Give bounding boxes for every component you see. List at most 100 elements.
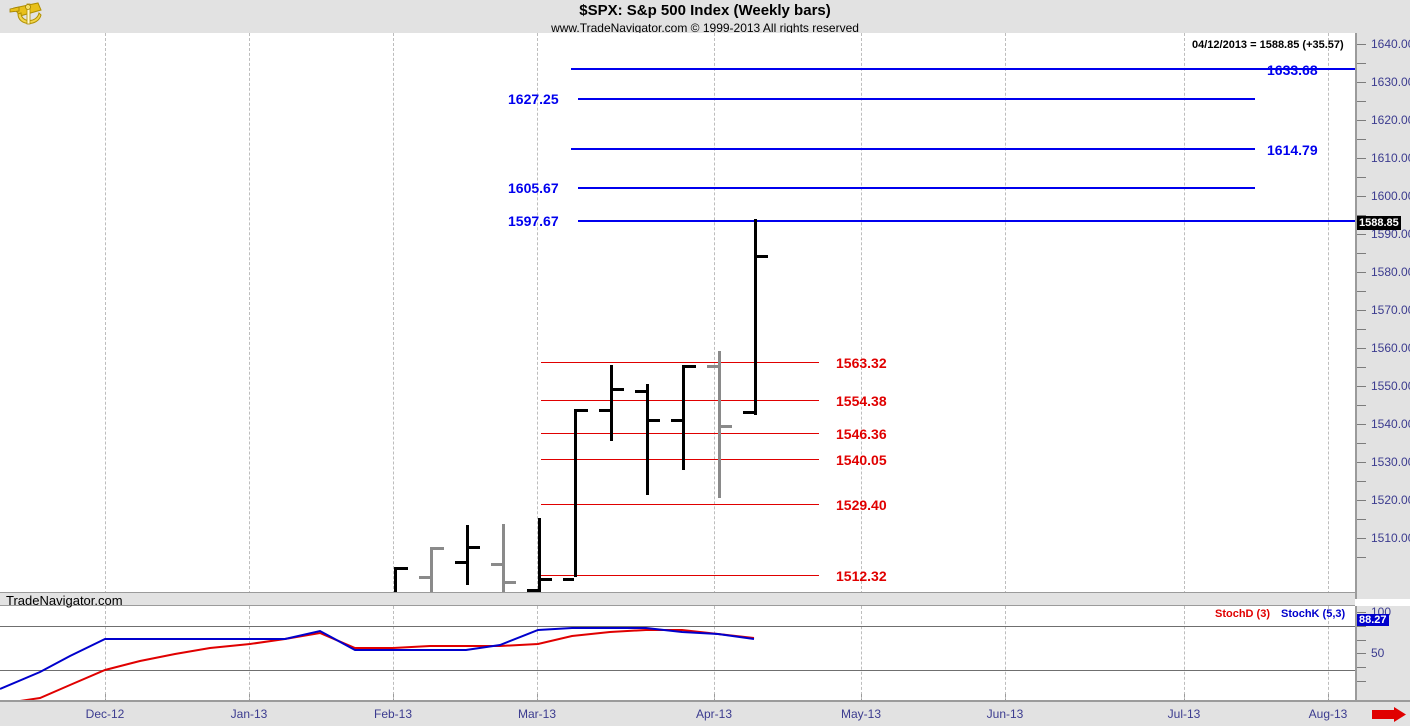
ohlc-open-tick — [707, 365, 718, 368]
gridline-may-13 — [861, 33, 862, 599]
ohlc-bar[interactable] — [430, 547, 433, 599]
ohlc-open-tick — [419, 576, 430, 579]
ind-upper-band — [0, 626, 1355, 627]
chart-header: $SPX: S&p 500 Index (Weekly bars) www.Tr… — [0, 0, 1410, 35]
resistance-line-1633[interactable] — [571, 68, 1355, 70]
page-title: $SPX: S&p 500 Index (Weekly bars) — [579, 2, 831, 19]
ohlc-open-tick — [455, 561, 466, 564]
ohlc-bar[interactable] — [502, 524, 505, 599]
ohlc-bar[interactable] — [718, 351, 721, 498]
support-label-1563: 1563.32 — [836, 355, 887, 371]
ind-gridline-jan-13 — [249, 606, 250, 700]
time-label-jan-13: Jan-13 — [230, 707, 268, 721]
ohlc-open-tick — [563, 578, 574, 581]
stochastic-panel[interactable] — [0, 606, 1355, 700]
watermark-label: TradeNavigator.com — [6, 593, 123, 608]
gridline-aug-13 — [1328, 33, 1329, 599]
ohlc-close-tick — [613, 388, 624, 391]
ind-gridline-jun-13 — [1005, 606, 1006, 700]
resistance-line-1627[interactable] — [578, 98, 1255, 100]
gridline-jun-13 — [1005, 33, 1006, 599]
price-axis-label: 1520.00 — [1371, 493, 1410, 507]
ohlc-bar[interactable] — [538, 518, 541, 599]
right-arrow-icon[interactable] — [1372, 707, 1406, 722]
support-line-1512[interactable] — [541, 575, 819, 576]
gridline-jul-13 — [1184, 33, 1185, 599]
ind-gridline-feb-13 — [393, 606, 394, 700]
time-label-may-13: May-13 — [840, 707, 882, 721]
time-label-apr-13: Apr-13 — [695, 707, 733, 721]
ohlc-close-tick — [685, 365, 696, 368]
legend-stoch-k[interactable]: StochK (5,3) — [1281, 608, 1346, 620]
ohlc-bar[interactable] — [682, 365, 685, 470]
support-label-1512: 1512.32 — [836, 568, 887, 584]
price-axis-label: 1510.00 — [1371, 531, 1410, 545]
ohlc-bar[interactable] — [754, 219, 757, 415]
ohlc-close-tick — [541, 578, 552, 581]
ind-gridline-aug-13 — [1328, 606, 1329, 700]
resistance-line-1605[interactable] — [578, 187, 1255, 189]
resistance-label-1633: 1633.68 — [1267, 62, 1318, 78]
ind-lower-band — [0, 670, 1355, 671]
ohlc-bar[interactable] — [394, 567, 397, 599]
ohlc-close-tick — [433, 547, 444, 550]
support-line-1529[interactable] — [541, 504, 819, 505]
ohlc-bar[interactable] — [574, 409, 577, 577]
price-axis-label: 1550.00 — [1371, 379, 1410, 393]
price-axis-label: 1530.00 — [1371, 455, 1410, 469]
gridline-dec-12 — [105, 33, 106, 599]
quote-readout: 04/12/2013 = 1588.85 (+35.57) — [1192, 39, 1344, 51]
ind-gridline-apr-13 — [714, 606, 715, 700]
ind-axis-label-50: 50 — [1371, 646, 1385, 660]
resistance-line-1597[interactable] — [578, 220, 1355, 222]
price-axis-label: 1580.00 — [1371, 265, 1410, 279]
price-axis[interactable]: 1640.00 1630.00 1620.00 1610.00 1600.00 … — [1355, 33, 1410, 599]
ohlc-close-tick — [469, 546, 480, 549]
ohlc-close-tick — [757, 255, 768, 258]
price-axis-label: 1630.00 — [1371, 75, 1410, 89]
price-plot-area[interactable]: 04/12/2013 = 1588.85 (+35.57) 1633.68 16… — [0, 33, 1355, 599]
time-label-aug-13: Aug-13 — [1308, 707, 1348, 721]
support-line-1563[interactable] — [541, 362, 819, 363]
price-axis-label: 1640.00 — [1371, 37, 1410, 51]
ohlc-open-tick — [491, 563, 502, 566]
ohlc-close-tick — [649, 419, 660, 422]
time-axis[interactable]: Dec-12 Jan-13 Feb-13 Mar-13 Apr-13 May-1… — [0, 694, 1410, 726]
time-label-dec-12: Dec-12 — [85, 707, 125, 721]
time-label-mar-13: Mar-13 — [517, 707, 557, 721]
ind-gridline-jul-13 — [1184, 606, 1185, 700]
ohlc-open-tick — [635, 390, 646, 393]
resistance-label-1597: 1597.67 — [508, 213, 559, 229]
resistance-label-1614: 1614.79 — [1267, 142, 1318, 158]
support-label-1546: 1546.36 — [836, 426, 887, 442]
ohlc-open-tick — [599, 409, 610, 412]
legend-stoch-d[interactable]: StochD (3) — [1215, 608, 1270, 620]
time-label-jun-13: Jun-13 — [986, 707, 1024, 721]
price-axis-label: 1560.00 — [1371, 341, 1410, 355]
support-line-1540[interactable] — [541, 459, 819, 460]
support-label-1540: 1540.05 — [836, 452, 887, 468]
resistance-line-1614[interactable] — [571, 148, 1255, 150]
ohlc-bar[interactable] — [466, 525, 469, 585]
ind-gridline-mar-13 — [537, 606, 538, 700]
last-price-badge: 1588.85 — [1357, 216, 1401, 230]
ohlc-open-tick — [527, 589, 538, 592]
stochastic-lines — [0, 627, 755, 700]
support-label-1529: 1529.40 — [836, 497, 887, 513]
price-axis-label: 1600.00 — [1371, 189, 1410, 203]
support-line-1546[interactable] — [541, 433, 819, 434]
resistance-label-1627: 1627.25 — [508, 91, 559, 107]
price-axis-label: 1610.00 — [1371, 151, 1410, 165]
price-axis-label: 1590.00 — [1371, 227, 1410, 241]
time-label-jul-13: Jul-13 — [1167, 707, 1201, 721]
ind-gridline-may-13 — [861, 606, 862, 700]
ohlc-bar[interactable] — [646, 384, 649, 495]
resistance-label-1605: 1605.67 — [508, 180, 559, 196]
gridline-apr-13 — [714, 33, 715, 599]
stoch-value-badge: 88.27 — [1357, 614, 1389, 626]
support-line-1554[interactable] — [541, 400, 819, 401]
ohlc-bar[interactable] — [610, 365, 613, 441]
copyright-subtitle: www.TradeNavigator.com © 1999-2013 All r… — [551, 21, 859, 35]
ohlc-open-tick — [671, 419, 682, 422]
